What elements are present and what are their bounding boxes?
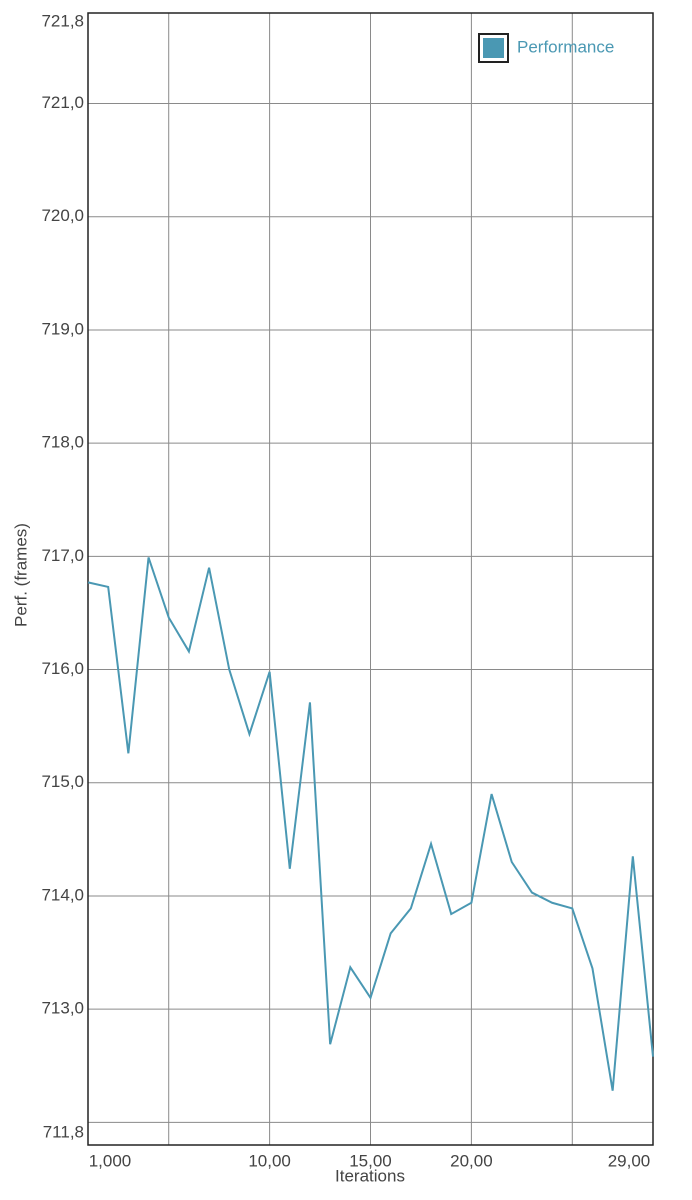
- y-tick-label: 717,0: [41, 546, 84, 565]
- y-tick-label: 720,0: [41, 206, 84, 225]
- y-tick-label: 716,0: [41, 659, 84, 678]
- x-tick-label: 10,00: [248, 1151, 291, 1170]
- y-tick-label: 713,0: [41, 999, 84, 1018]
- y-tick-label: 718,0: [41, 433, 84, 452]
- data-line: [87, 557, 654, 1091]
- x-tick-label: 15,00: [349, 1151, 392, 1170]
- legend-swatch: [483, 38, 504, 58]
- y-tick-label: 721,0: [41, 93, 84, 112]
- x-tick-label: 1,000: [89, 1151, 132, 1170]
- legend-label: Performance: [517, 37, 614, 56]
- x-axis-label: Iterations: [335, 1166, 405, 1185]
- y-axis-label: Perf. (frames): [11, 523, 30, 627]
- y-tick-label: 714,0: [41, 885, 84, 904]
- y-tick-label: 719,0: [41, 319, 84, 338]
- y-tick-label: 711,8: [43, 1122, 84, 1141]
- plot-frame: [87, 12, 654, 1146]
- x-tick-label: 29,00: [608, 1151, 651, 1170]
- x-tick-label: 20,00: [450, 1151, 493, 1170]
- y-tick-label: 721,8: [41, 11, 84, 30]
- y-tick-label: 715,0: [41, 772, 84, 791]
